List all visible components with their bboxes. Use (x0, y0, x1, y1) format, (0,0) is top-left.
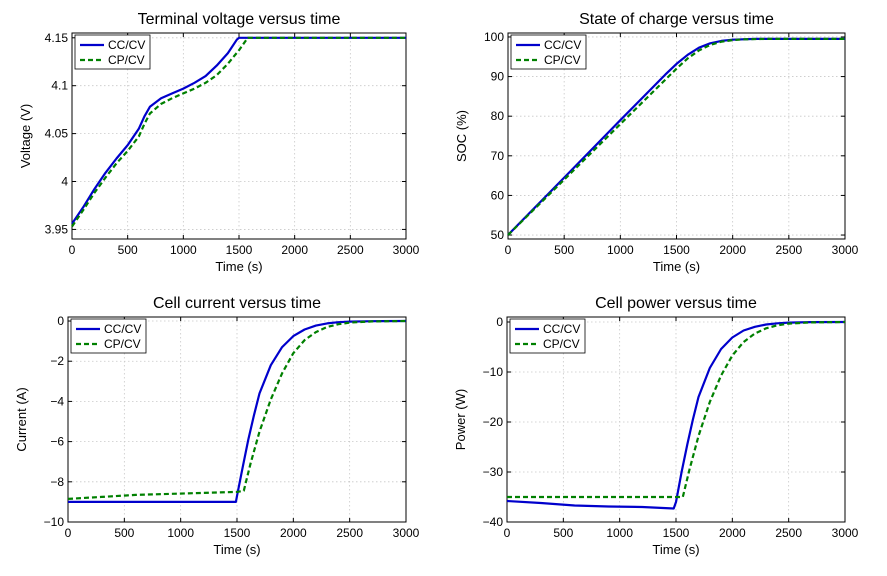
legend-box (509, 318, 586, 354)
y-tick-label: 50 (491, 228, 505, 242)
y-tick-label: 0 (57, 314, 64, 328)
series-line-cp-cv (71, 36, 406, 228)
x-tick-label: 3000 (393, 243, 420, 257)
x-tick-label: 1500 (663, 243, 690, 257)
y-tick-label: 4.1 (51, 79, 68, 93)
x-axis-label: Time (s) (652, 542, 699, 557)
x-tick-label: 1500 (224, 526, 251, 540)
y-tick-label: 4.05 (45, 127, 69, 141)
chart-power: Cell power versus time 0 500 1000 1500 2000 25… (453, 295, 859, 557)
x-tick-label: 2500 (337, 243, 364, 257)
y-tick-label: −8 (50, 475, 64, 489)
y-tick-label: 70 (491, 149, 505, 163)
x-tick-label: 0 (69, 243, 76, 257)
x-tick-label: 2500 (775, 243, 802, 257)
y-tick-label: 4 (61, 175, 68, 189)
chart-title: Terminal voltage versus time (138, 11, 341, 28)
x-axis-label: Time (s) (215, 259, 262, 274)
chart-current: Cell current versus time 0 500 1000 1500 2000… (14, 295, 420, 557)
x-tick-label: 2500 (336, 526, 363, 540)
legend-box (510, 34, 587, 70)
legend-entry: CC/CV (108, 38, 145, 52)
y-axis-label: SOC (%) (454, 110, 469, 162)
x-tick-label: 2000 (719, 526, 746, 540)
x-tick-label: 2500 (775, 526, 802, 540)
series-line-cc-cv (506, 320, 846, 510)
x-tick-label: 1000 (167, 526, 194, 540)
x-tick-label: 0 (65, 526, 72, 540)
series-line-cp-cv (507, 37, 845, 236)
y-axis-label: Voltage (V) (18, 104, 33, 168)
x-tick-label: 2000 (280, 526, 307, 540)
y-axis-label: Power (W) (453, 389, 468, 450)
x-axis-label: Time (s) (653, 259, 700, 274)
y-tick-label: 90 (491, 70, 505, 84)
y-tick-label: −20 (483, 415, 504, 429)
x-tick-label: 0 (505, 243, 512, 257)
x-tick-label: 1500 (226, 243, 253, 257)
legend-entry: CC/CV (544, 38, 581, 52)
y-tick-label: 0 (496, 315, 503, 329)
legend-entry: CC/CV (543, 322, 580, 336)
y-tick-label: −10 (483, 365, 504, 379)
x-tick-label: 1500 (663, 526, 690, 540)
y-tick-label: 60 (491, 188, 505, 202)
x-tick-label: 500 (553, 526, 573, 540)
chart-title: Cell current versus time (153, 295, 321, 312)
x-tick-label: 3000 (832, 526, 859, 540)
x-tick-label: 500 (554, 243, 574, 257)
y-tick-label: 100 (484, 30, 504, 44)
x-tick-label: 3000 (832, 243, 859, 257)
y-tick-label: −30 (483, 465, 504, 479)
series-line-cc-cv (71, 36, 406, 225)
x-tick-label: 3000 (393, 526, 420, 540)
chart-soc: State of charge versus time 0 500 1000 1500 2… (454, 11, 859, 274)
series-line-cc-cv (68, 319, 407, 503)
chart-title: Cell power versus time (595, 295, 757, 312)
chart-voltage: Terminal voltage versus time 0 500 1000 1500… (18, 11, 420, 274)
legend-box (70, 318, 147, 354)
legend-entry: CP/CV (108, 53, 145, 67)
x-tick-label: 500 (114, 526, 134, 540)
y-tick-label: −40 (483, 515, 504, 529)
y-tick-label: −10 (44, 515, 65, 529)
y-tick-label: 4.15 (45, 31, 69, 45)
chart-title: State of charge versus time (579, 11, 774, 28)
legend-entry: CP/CV (544, 53, 581, 67)
x-tick-label: 2000 (281, 243, 308, 257)
legend-entry: CP/CV (104, 337, 141, 351)
x-tick-label: 1000 (606, 526, 633, 540)
legend-box (74, 34, 151, 70)
x-tick-label: 2000 (719, 243, 746, 257)
x-tick-label: 1000 (170, 243, 197, 257)
y-tick-label: −4 (50, 394, 64, 408)
x-tick-label: 500 (118, 243, 138, 257)
legend-entry: CC/CV (104, 322, 141, 336)
y-tick-label: −6 (50, 435, 64, 449)
x-tick-label: 0 (504, 526, 511, 540)
series-line-cp-cv (67, 319, 407, 500)
legend-entry: CP/CV (543, 337, 580, 351)
y-tick-label: −2 (50, 354, 64, 368)
y-tick-label: 3.95 (45, 222, 69, 236)
y-tick-label: 80 (491, 109, 505, 123)
y-axis-label: Current (A) (14, 387, 29, 451)
x-axis-label: Time (s) (213, 542, 260, 557)
x-tick-label: 1000 (607, 243, 634, 257)
